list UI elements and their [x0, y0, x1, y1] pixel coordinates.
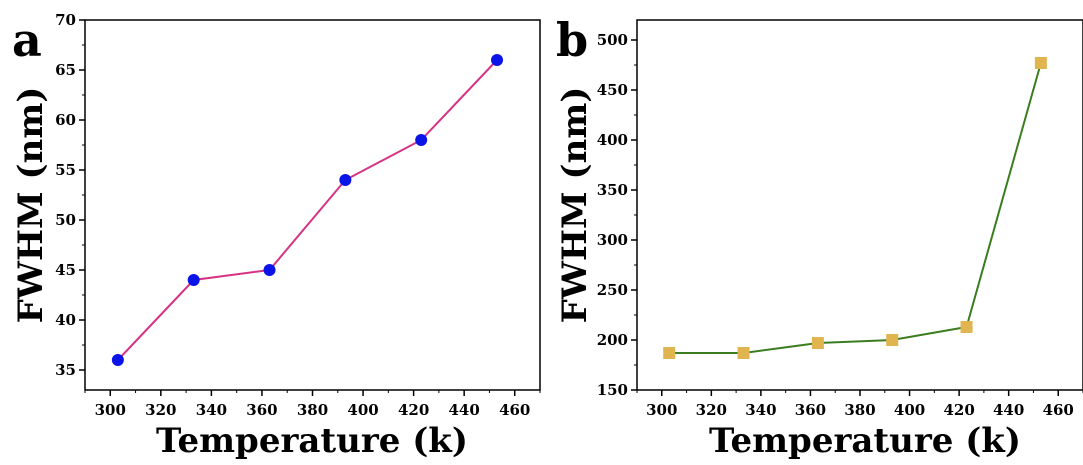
data-point-a: [111, 354, 124, 366]
x-tick-label-a: 340: [196, 401, 227, 419]
x-tick-label-b: 420: [943, 401, 974, 419]
plot-frame-b: [636, 19, 1083, 391]
panel-label-a: a: [12, 13, 42, 67]
x-tick-label-a: 360: [246, 401, 277, 419]
y-axis-title-b: FWHM (nm): [555, 87, 595, 324]
x-tick-label-a: 440: [449, 401, 480, 419]
y-tick-label-a: 55: [55, 161, 76, 179]
x-tick-label-b: 360: [795, 401, 826, 419]
y-axis-title-a: FWHM (nm): [11, 87, 51, 324]
y-tick-label-b: 250: [597, 281, 628, 299]
x-tick-label-b: 380: [844, 401, 875, 419]
data-point-a: [339, 174, 352, 186]
series-line-a: [117, 59, 498, 361]
x-tick-label-a: 320: [145, 401, 176, 419]
chart-panel-a: a Temperature (k) FWHM (nm) 300 320 340 360…: [11, 11, 541, 461]
y-tick-label-a: 70: [55, 11, 76, 29]
x-tick-label-a: 460: [499, 401, 530, 419]
y-tick-label-a: 50: [55, 211, 76, 229]
data-point-b: [886, 334, 899, 346]
y-tick-label-a: 65: [55, 61, 76, 79]
x-axis-title-a: Temperature (k): [156, 421, 468, 461]
data-point-b: [1034, 57, 1047, 69]
data-point-a: [187, 274, 200, 286]
x-tick-label-a: 420: [398, 401, 429, 419]
x-tick-label-a: 300: [95, 401, 126, 419]
y-tick-label-b: 450: [597, 81, 628, 99]
x-tick-label-a: 400: [347, 401, 378, 419]
x-tick-label-b: 300: [646, 401, 677, 419]
chart-panel-b: b Temperature (k) FWHM (nm) 300 320 340 360…: [555, 13, 1083, 461]
x-tick-label-b: 460: [1043, 401, 1074, 419]
y-tick-label-b: 150: [597, 381, 628, 399]
data-point-b: [737, 347, 750, 359]
y-tick-label-b: 350: [597, 181, 628, 199]
x-tick-label-a: 380: [297, 401, 328, 419]
y-tick-label-a: 35: [55, 361, 76, 379]
plot-frame-a: [84, 19, 541, 391]
data-point-a: [415, 134, 428, 146]
data-point-b: [663, 347, 676, 359]
data-point-a: [263, 264, 276, 276]
y-tick-label-a: 45: [55, 261, 76, 279]
series-line-b: [669, 62, 1042, 354]
x-tick-label-b: 320: [696, 401, 727, 419]
x-axis-title-b: Temperature (k): [709, 421, 1021, 461]
data-point-a: [491, 54, 504, 66]
panel-label-b: b: [556, 13, 588, 67]
data-point-b: [960, 321, 973, 333]
y-tick-label-a: 60: [55, 111, 76, 129]
y-tick-label-b: 200: [597, 331, 628, 349]
x-tick-label-b: 400: [894, 401, 925, 419]
data-point-b: [811, 337, 824, 349]
x-tick-label-b: 340: [745, 401, 776, 419]
y-tick-label-b: 300: [597, 231, 628, 249]
y-tick-label-b: 400: [597, 131, 628, 149]
y-tick-label-a: 40: [55, 311, 76, 329]
x-tick-label-b: 440: [993, 401, 1024, 419]
y-tick-label-b: 500: [597, 31, 628, 49]
